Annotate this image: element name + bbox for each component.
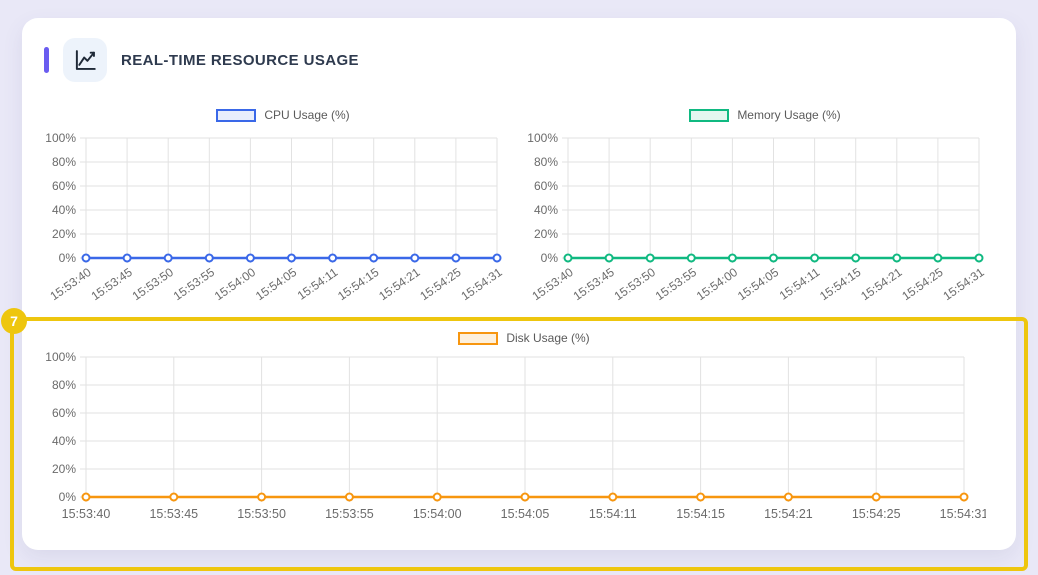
svg-text:15:54:11: 15:54:11	[777, 265, 823, 303]
memory-legend-label: Memory Usage (%)	[737, 108, 841, 122]
svg-text:15:54:31: 15:54:31	[940, 265, 987, 303]
memory-usage-chart: Memory Usage (%) 0% 20% 40% 60% 80% 100% 15:53…	[524, 106, 1006, 321]
svg-text:15:53:50: 15:53:50	[130, 265, 177, 303]
svg-text:15:54:25: 15:54:25	[417, 265, 464, 303]
svg-text:40%: 40%	[534, 203, 558, 217]
svg-text:15:53:40: 15:53:40	[47, 265, 94, 303]
svg-text:100%: 100%	[527, 131, 558, 145]
svg-text:15:53:50: 15:53:50	[612, 265, 659, 303]
svg-text:15:53:55: 15:53:55	[325, 507, 374, 521]
memory-legend[interactable]: Memory Usage (%)	[524, 106, 1006, 124]
card-header: REAL-TIME RESOURCE USAGE	[22, 18, 1016, 82]
svg-text:15:53:55: 15:53:55	[653, 265, 700, 303]
svg-text:40%: 40%	[52, 203, 76, 217]
svg-text:15:54:15: 15:54:15	[676, 507, 725, 521]
cpu-chart-canvas[interactable]: 0%20%40%60%80%100%15:53:4015:53:4515:53:…	[42, 124, 524, 316]
svg-text:15:54:05: 15:54:05	[735, 265, 782, 303]
disk-legend[interactable]: Disk Usage (%)	[42, 329, 1006, 347]
disk-legend-label: Disk Usage (%)	[506, 331, 590, 345]
svg-text:15:54:11: 15:54:11	[295, 265, 341, 303]
svg-text:0%: 0%	[59, 490, 77, 504]
svg-text:60%: 60%	[534, 179, 558, 193]
svg-text:15:53:55: 15:53:55	[171, 265, 218, 303]
svg-text:100%: 100%	[45, 131, 76, 145]
svg-text:60%: 60%	[52, 179, 76, 193]
svg-text:15:54:05: 15:54:05	[501, 507, 550, 521]
svg-text:40%: 40%	[52, 434, 76, 448]
svg-text:15:54:21: 15:54:21	[764, 507, 813, 521]
svg-text:15:54:00: 15:54:00	[694, 265, 741, 303]
page-title: REAL-TIME RESOURCE USAGE	[121, 51, 359, 69]
svg-text:15:54:11: 15:54:11	[589, 507, 637, 521]
memory-chart-canvas[interactable]: 0%20%40%60%80%100%15:53:4015:53:4515:53:…	[524, 124, 1006, 316]
svg-text:15:54:25: 15:54:25	[899, 265, 946, 303]
svg-text:20%: 20%	[534, 227, 558, 241]
svg-text:60%: 60%	[52, 406, 76, 420]
svg-text:15:53:40: 15:53:40	[529, 265, 576, 303]
svg-text:0%: 0%	[541, 251, 559, 265]
svg-text:20%: 20%	[52, 462, 76, 476]
disk-chart-canvas[interactable]: 0% 20% 40% 60% 80% 100% 15:53:40 15:53:45 15:53:…	[42, 347, 988, 527]
cpu-legend[interactable]: CPU Usage (%)	[42, 106, 524, 124]
svg-text:15:53:45: 15:53:45	[571, 265, 618, 303]
svg-text:80%: 80%	[52, 155, 76, 169]
svg-text:15:54:21: 15:54:21	[858, 265, 905, 303]
cpu-usage-chart: CPU Usage (%) 0% 20% 40% 60% 80% 100% 15:53:40…	[42, 106, 524, 321]
line-chart-icon	[63, 38, 107, 82]
svg-text:15:54:00: 15:54:00	[212, 265, 259, 303]
svg-text:20%: 20%	[52, 227, 76, 241]
top-charts-row: CPU Usage (%) 0% 20% 40% 60% 80% 100% 15:53:40…	[22, 82, 1016, 321]
svg-text:15:53:45: 15:53:45	[149, 507, 198, 521]
disk-usage-chart: Disk Usage (%) 0% 20% 40% 60% 80% 100% 15:53:4…	[22, 321, 1016, 532]
svg-text:15:54:31: 15:54:31	[458, 265, 505, 303]
svg-text:15:53:50: 15:53:50	[237, 507, 286, 521]
svg-text:15:53:45: 15:53:45	[89, 265, 136, 303]
resource-usage-card: REAL-TIME RESOURCE USAGE CPU Usage (%) 0…	[22, 18, 1016, 550]
svg-text:0%: 0%	[59, 251, 77, 265]
svg-text:15:54:15: 15:54:15	[335, 265, 382, 303]
cpu-legend-label: CPU Usage (%)	[264, 108, 350, 122]
memory-legend-swatch	[689, 108, 730, 122]
svg-text:15:54:31: 15:54:31	[940, 507, 986, 521]
svg-text:100%: 100%	[45, 350, 76, 364]
svg-text:80%: 80%	[52, 378, 76, 392]
svg-text:15:54:21: 15:54:21	[376, 265, 423, 303]
svg-text:15:54:15: 15:54:15	[817, 265, 864, 303]
svg-text:80%: 80%	[534, 155, 558, 169]
svg-text:15:54:25: 15:54:25	[852, 507, 901, 521]
svg-text:15:54:00: 15:54:00	[413, 507, 462, 521]
accent-bar	[44, 47, 49, 73]
cpu-legend-swatch	[216, 108, 257, 122]
disk-legend-swatch	[458, 331, 499, 345]
svg-text:15:54:05: 15:54:05	[253, 265, 300, 303]
svg-text:15:53:40: 15:53:40	[62, 507, 111, 521]
